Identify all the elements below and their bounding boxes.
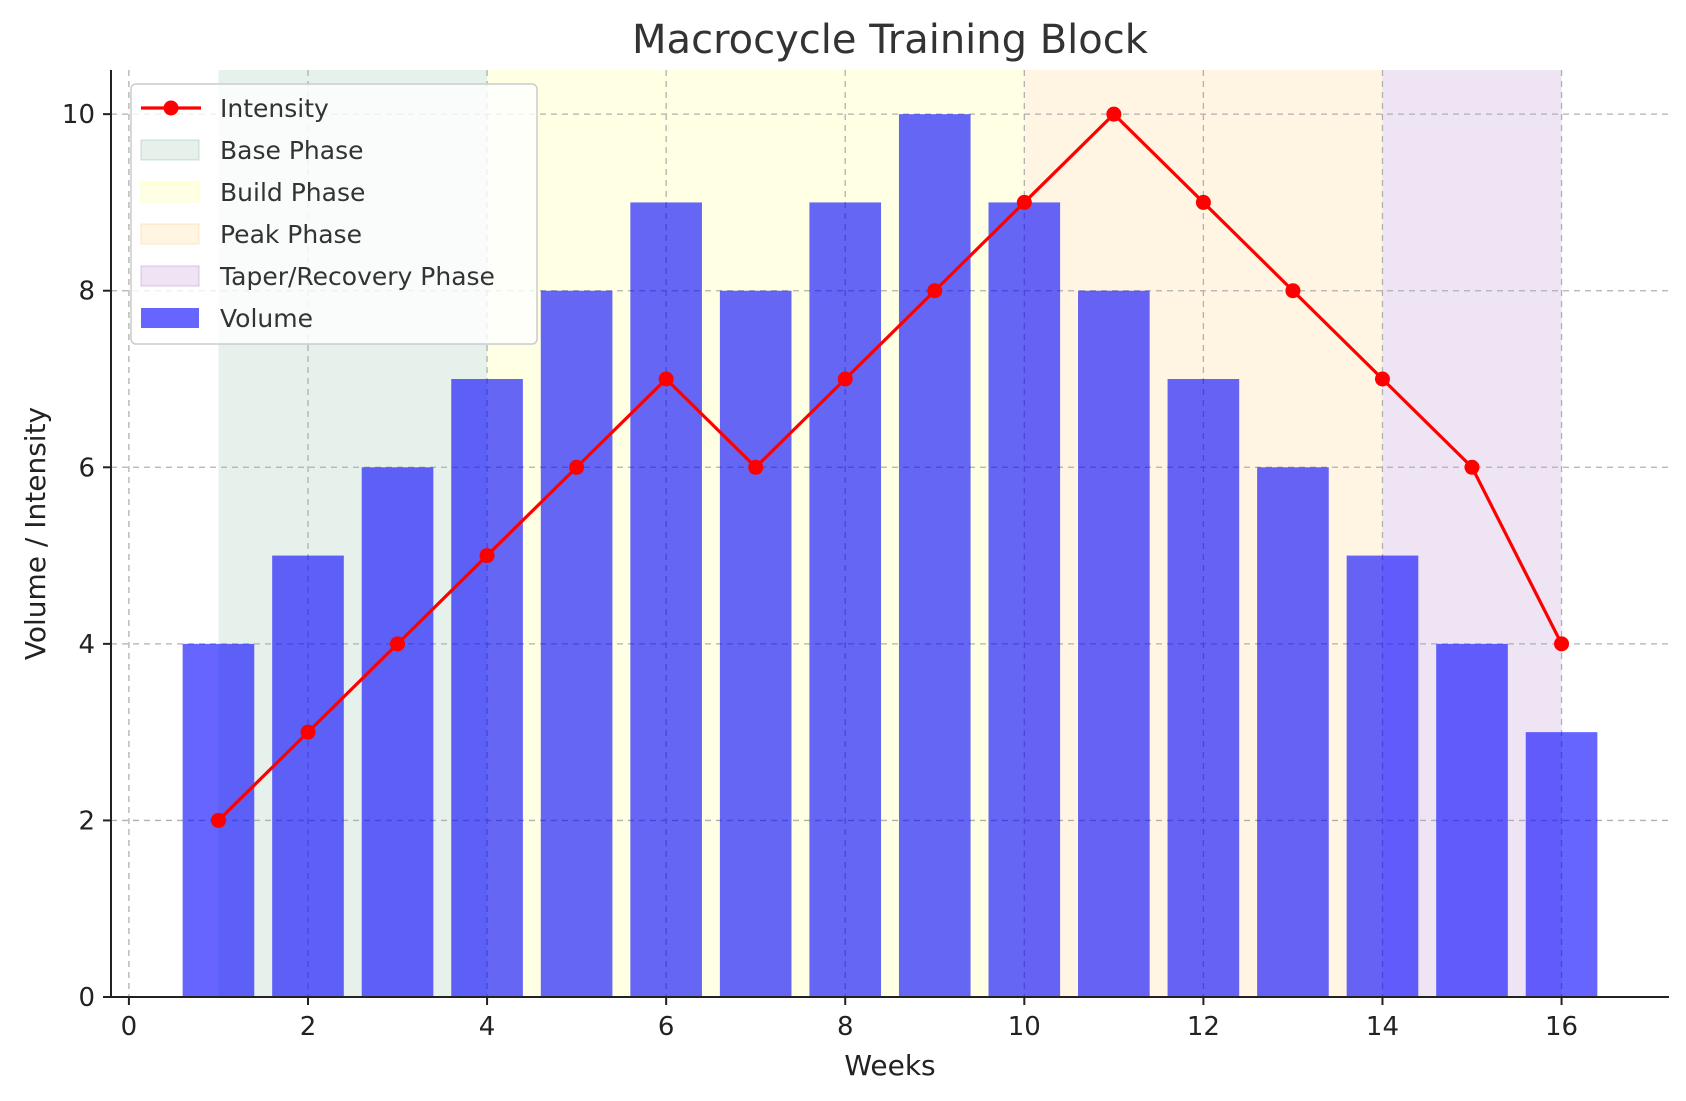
volume-bar-week-13 — [1257, 467, 1329, 997]
y-tick-label: 6 — [78, 453, 95, 483]
volume-bar-week-3 — [361, 467, 434, 997]
intensity-point-week-13 — [1285, 283, 1301, 299]
y-tick-label: 4 — [78, 630, 95, 660]
intensity-point-week-10 — [1016, 194, 1032, 210]
volume-bar-week-6 — [630, 202, 702, 997]
volume-bar-week-15 — [1436, 643, 1508, 997]
volume-bar-week-14 — [1346, 555, 1419, 997]
volume-bar-week-9 — [898, 114, 971, 997]
intensity-point-week-7 — [748, 459, 764, 475]
volume-bar-week-7 — [719, 290, 792, 997]
legend-label-base-phase: Base Phase — [220, 136, 363, 165]
volume-bar-week-16 — [1525, 732, 1598, 997]
legend: Intensity Base Phase Build Phase Peak Phase… — [130, 83, 538, 345]
intensity-point-week-5 — [569, 459, 585, 475]
legend-swatch-build-phase — [140, 181, 200, 203]
x-tick-label: 8 — [837, 1012, 854, 1042]
x-tick-label: 2 — [300, 1012, 317, 1042]
x-tick-label: 14 — [1366, 1012, 1399, 1042]
legend-label-build-phase: Build Phase — [220, 178, 365, 207]
legend-label-intensity: Intensity — [220, 94, 329, 123]
y-tick-label: 2 — [78, 806, 95, 836]
volume-bar-week-4 — [451, 379, 523, 997]
x-tick-label: 0 — [121, 1012, 138, 1042]
x-tick-label: 6 — [658, 1012, 675, 1042]
x-tick-label: 16 — [1545, 1012, 1578, 1042]
volume-bar-week-10 — [988, 202, 1061, 997]
intensity-point-week-2 — [300, 724, 316, 740]
legend-label-volume: Volume — [220, 304, 313, 333]
intensity-point-week-15 — [1464, 459, 1480, 475]
volume-bar-week-2 — [272, 555, 344, 997]
intensity-point-week-8 — [837, 371, 853, 387]
y-tick-label: 8 — [78, 277, 95, 307]
x-axis-label: Weeks — [844, 1049, 935, 1082]
volume-bar-week-8 — [809, 202, 882, 997]
x-tick-label: 4 — [479, 1012, 496, 1042]
legend-swatch-peak-phase — [140, 223, 200, 245]
volume-bar-week-5 — [540, 290, 613, 997]
legend-swatch-taper-recovery-phase — [140, 265, 200, 287]
intensity-line — [217, 112, 1563, 822]
legend-box — [130, 83, 538, 345]
intensity-point-week-14 — [1374, 371, 1390, 387]
intensity-point-week-3 — [390, 636, 406, 652]
intensity-point-week-11 — [1106, 106, 1122, 122]
y-axis-label: Volume / Intensity — [19, 407, 52, 660]
y-tick-label: 10 — [62, 100, 95, 130]
legend-label-peak-phase: Peak Phase — [220, 220, 362, 249]
x-tick-label: 10 — [1008, 1012, 1041, 1042]
legend-swatch-volume — [141, 308, 199, 328]
x-tick-label: 12 — [1187, 1012, 1220, 1042]
y-tick-label: 0 — [78, 983, 95, 1013]
intensity-point-week-1 — [210, 812, 226, 828]
legend-swatch-base-phase — [140, 139, 200, 161]
volume-bar-week-11 — [1078, 290, 1150, 997]
volume-bar-week-12 — [1167, 379, 1240, 997]
legend-label-taper-recovery-phase: Taper/Recovery Phase — [219, 262, 495, 291]
legend-marker-intensity — [163, 100, 179, 116]
chart-title: Macrocycle Training Block — [632, 17, 1149, 63]
intensity-point-week-4 — [479, 548, 495, 564]
intensity-point-week-16 — [1554, 636, 1570, 652]
intensity-point-week-9 — [927, 283, 943, 299]
intensity-point-week-12 — [1195, 194, 1211, 210]
intensity-point-week-6 — [658, 371, 674, 387]
